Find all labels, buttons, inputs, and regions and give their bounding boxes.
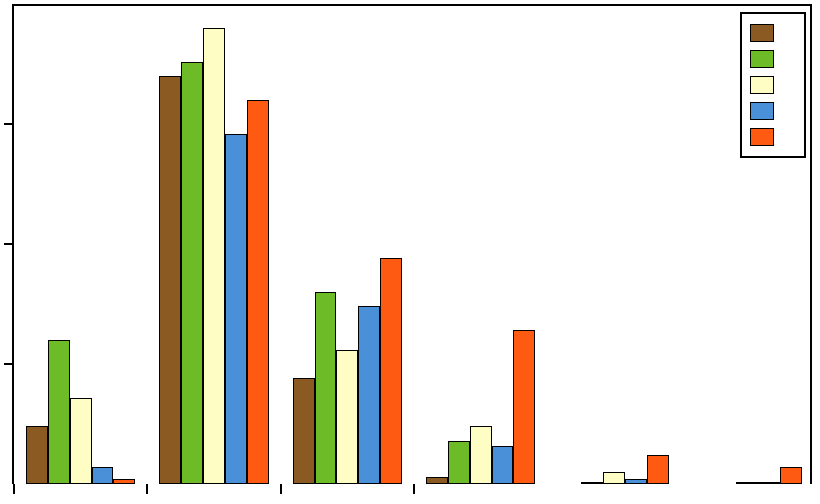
bar xyxy=(448,441,470,484)
bar xyxy=(336,350,358,484)
bar xyxy=(625,479,647,484)
bar xyxy=(159,76,181,484)
bar xyxy=(470,426,492,484)
bar xyxy=(181,62,203,484)
legend-swatch xyxy=(750,76,774,94)
plot-area xyxy=(12,4,812,484)
legend-swatch xyxy=(750,50,774,68)
x-tick xyxy=(146,484,148,494)
bar xyxy=(780,467,802,484)
bar xyxy=(358,306,380,484)
bar xyxy=(513,330,535,484)
x-tick xyxy=(280,484,282,494)
bar xyxy=(113,479,135,484)
legend-swatch xyxy=(750,102,774,120)
bar xyxy=(380,258,402,484)
bar xyxy=(293,378,315,484)
bar xyxy=(247,100,269,484)
legend-swatch xyxy=(750,128,774,146)
bar xyxy=(26,426,48,484)
bar xyxy=(758,482,780,484)
bar xyxy=(581,482,603,484)
y-tick xyxy=(4,363,14,365)
legend-item xyxy=(750,124,790,150)
grouped-bar-chart xyxy=(0,0,820,504)
legend-item xyxy=(750,46,790,72)
y-tick xyxy=(4,123,14,125)
bar xyxy=(603,472,625,484)
legend-item xyxy=(750,20,790,46)
legend-item xyxy=(750,98,790,124)
bar xyxy=(225,134,247,484)
bar xyxy=(426,477,448,484)
bar xyxy=(736,482,758,484)
y-tick xyxy=(4,243,14,245)
legend-item xyxy=(750,72,790,98)
bar xyxy=(647,455,669,484)
bar xyxy=(48,340,70,484)
x-tick xyxy=(13,484,15,494)
bar xyxy=(92,467,114,484)
x-tick xyxy=(413,484,415,494)
legend xyxy=(740,12,806,158)
bar xyxy=(315,292,337,484)
bar xyxy=(70,398,92,484)
bar xyxy=(492,446,514,484)
legend-swatch xyxy=(750,24,774,42)
bar xyxy=(203,28,225,484)
